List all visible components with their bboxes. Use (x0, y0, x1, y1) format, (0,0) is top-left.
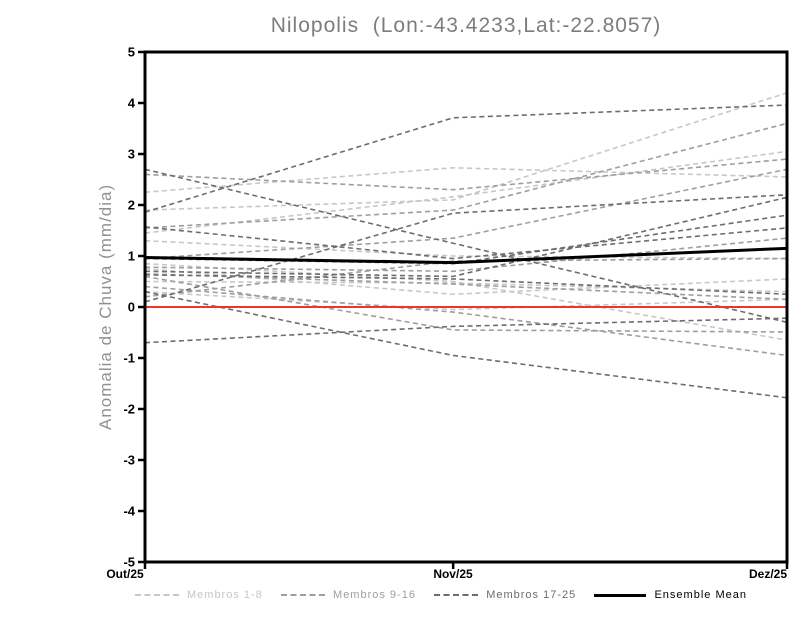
y-tick-label: -3 (123, 453, 135, 468)
member-line-22 (144, 274, 788, 296)
legend-item-membros-9-16: Membros 9-16 (281, 589, 416, 601)
legend-item-ensemble-mean: Ensemble Mean (594, 589, 747, 601)
member-line-15 (144, 257, 788, 298)
ensemble-mean-line (144, 246, 788, 265)
dashed-line-sample-icon (135, 594, 179, 596)
y-tick-label: -2 (123, 402, 135, 417)
member-line-19 (144, 226, 788, 260)
dashed-line-sample-icon (434, 594, 479, 596)
y-tick-label: 3 (128, 147, 135, 162)
chart-legend: Membros 1-8 Membros 9-16 Membros 17-25 E… (135, 589, 747, 601)
solid-line-sample-icon (594, 593, 647, 597)
member-line-14 (144, 285, 788, 357)
legend-label: Ensemble Mean (654, 589, 747, 601)
dashed-line-sample-icon (281, 594, 326, 596)
y-tick-label: 1 (128, 249, 135, 264)
y-tick-label: -1 (123, 351, 135, 366)
y-tick-label: 5 (128, 45, 135, 60)
member-line-4 (144, 239, 788, 260)
chart-title: Nilopolis (Lon:-43.4233,Lat:-22.8057) (270, 14, 662, 37)
member-line-12 (144, 237, 788, 273)
x-tick-label: Dez/25 (749, 567, 787, 581)
y-tick-label: 4 (128, 96, 136, 111)
member-line-2 (144, 166, 788, 194)
member-line-11 (144, 168, 788, 260)
member-line-5 (144, 262, 788, 341)
legend-label: Membros 9-16 (333, 589, 416, 601)
legend-item-membros-17-25: Membros 17-25 (434, 589, 576, 601)
member-line-10 (144, 122, 788, 229)
legend-item-membros-1-8: Membros 1-8 (135, 589, 263, 601)
y-tick-label: 2 (128, 198, 135, 213)
legend-label: Membros 17-25 (486, 589, 577, 601)
member-line-25 (144, 194, 788, 303)
y-tick-label: -5 (123, 555, 135, 570)
member-line-17 (144, 104, 788, 213)
y-tick-label: -4 (123, 504, 135, 519)
member-line-18 (144, 168, 788, 324)
member-line-9 (144, 158, 788, 191)
member-line-13 (144, 273, 788, 301)
member-line-24 (144, 317, 788, 344)
member-line-1 (144, 92, 788, 211)
legend-label: Membros 1-8 (187, 589, 263, 601)
member-line-3 (144, 150, 788, 234)
y-tick-label: 0 (128, 300, 135, 315)
x-tick-label: Out/25 (106, 567, 144, 581)
member-line-16 (144, 275, 788, 333)
member-line-23 (144, 290, 788, 399)
member-line-7 (144, 290, 788, 311)
x-tick-label: Nov/25 (433, 567, 473, 581)
